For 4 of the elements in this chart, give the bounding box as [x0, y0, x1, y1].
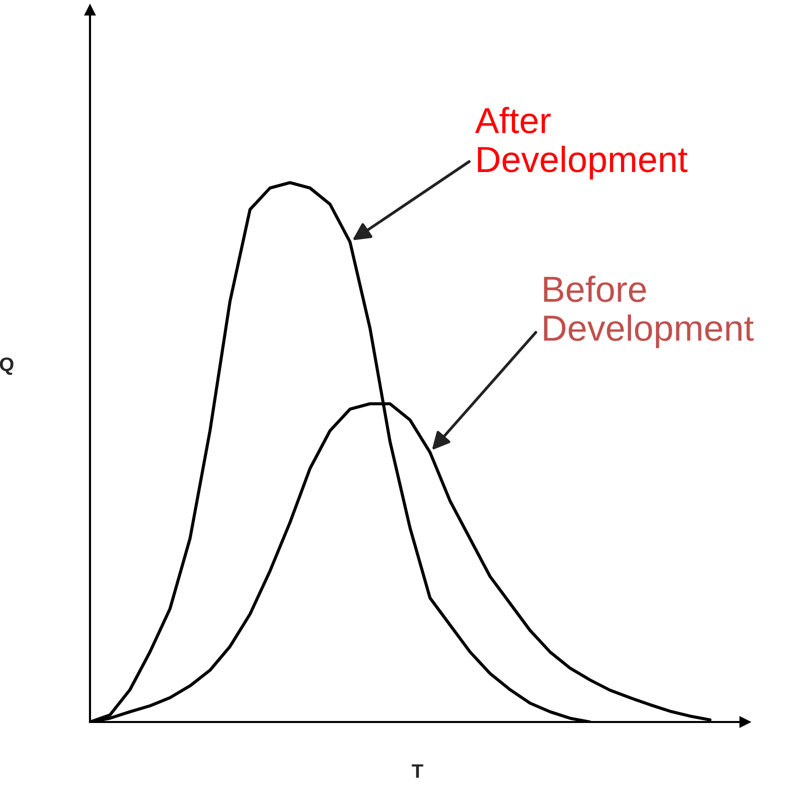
y-axis-title: Q: [0, 357, 14, 375]
text: Before Development: [544, 276, 754, 348]
text: After Development: [475, 106, 688, 180]
x-axis-title: T: [412, 764, 424, 778]
